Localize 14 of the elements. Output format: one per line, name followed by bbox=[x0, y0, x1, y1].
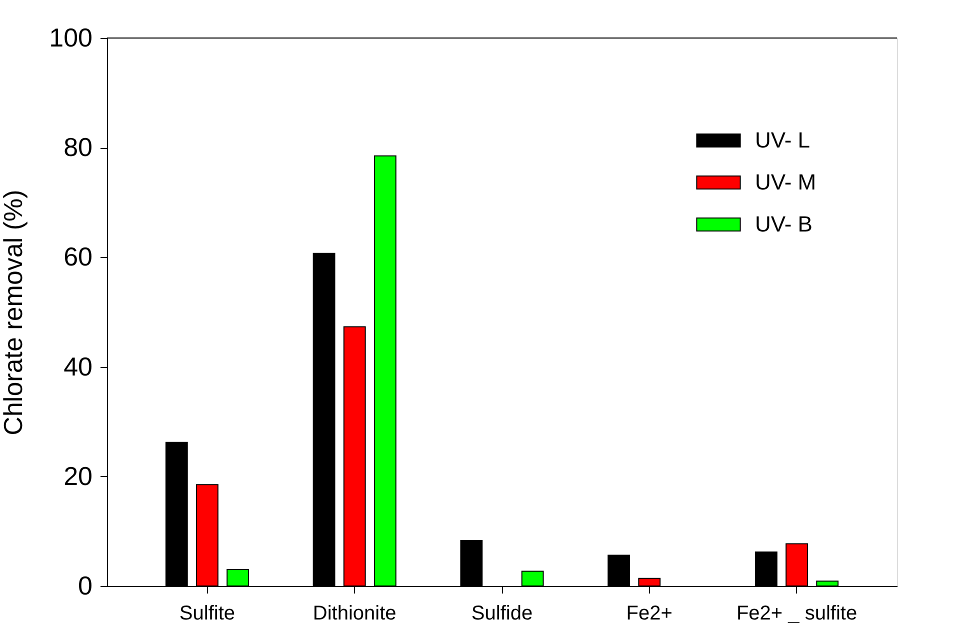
legend-label: UV- B bbox=[755, 212, 812, 236]
y-tick-label: 60 bbox=[64, 242, 92, 272]
legend-label: UV- M bbox=[755, 170, 816, 194]
y-tick-label: 20 bbox=[64, 460, 92, 491]
legend-label: UV- L bbox=[755, 128, 810, 152]
y-tick-label: 40 bbox=[64, 351, 92, 382]
x-tick-label: Sulfite bbox=[179, 602, 236, 624]
x-tick-label: Fe2+ bbox=[626, 602, 672, 624]
x-tick-label: Sulfide bbox=[471, 602, 533, 624]
y-tick-label: 100 bbox=[49, 22, 92, 52]
y-tick-label: 0 bbox=[78, 570, 92, 600]
y-tick-label: 80 bbox=[64, 132, 92, 162]
x-tick-label: Dithionite bbox=[312, 602, 396, 624]
y-axis-title: Chlorate removal (%) bbox=[0, 190, 28, 436]
